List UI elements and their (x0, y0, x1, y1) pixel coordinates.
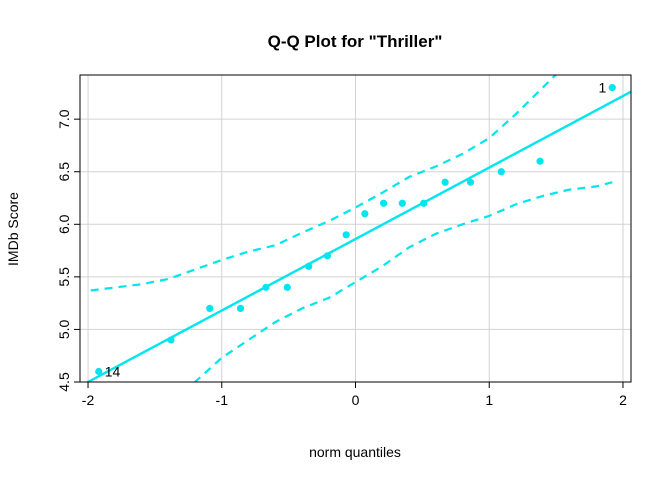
y-axis: 4.5 5.0 5.5 6.0 6.5 7.0 (56, 109, 81, 392)
data-point (466, 178, 475, 186)
y-tick-label: 6.5 (56, 162, 72, 182)
data-point (262, 283, 270, 291)
x-tick-label: 0 (352, 392, 360, 408)
y-tick-label: 7.0 (56, 109, 72, 129)
point-label-14: 14 (105, 363, 121, 379)
data-point (420, 199, 428, 207)
data-point (497, 168, 505, 176)
confidence-envelope (90, 75, 613, 382)
x-tick-label: -2 (82, 392, 95, 408)
data-points (95, 84, 616, 376)
data-point (536, 157, 544, 165)
data-point (206, 304, 214, 313)
grid (80, 75, 631, 382)
data-point (379, 199, 388, 207)
data-point (441, 178, 449, 186)
data-point (283, 283, 291, 291)
envelope-upper (90, 75, 558, 292)
data-point (323, 252, 332, 260)
y-tick-label: 6.0 (56, 214, 72, 234)
point-annotations: 1 14 (105, 80, 607, 380)
data-point (342, 231, 350, 239)
data-point (361, 210, 369, 218)
x-axis: -2 -1 0 1 2 (82, 381, 627, 408)
y-tick-label: 5.0 (56, 319, 72, 339)
y-tick-label: 4.5 (56, 372, 72, 392)
data-point (398, 199, 406, 207)
point-label-1: 1 (598, 80, 606, 96)
y-axis-title: IMDb Score (5, 192, 21, 266)
x-axis-title: norm quantiles (309, 444, 401, 460)
x-tick-label: 2 (619, 392, 627, 408)
x-tick-label: 1 (485, 392, 493, 408)
chart-title: Q-Q Plot for "Thriller" (268, 32, 443, 51)
data-point (167, 336, 175, 344)
data-point (305, 262, 313, 270)
y-tick-label: 5.5 (56, 267, 72, 287)
x-tick-label: -1 (216, 392, 229, 408)
data-point (608, 84, 616, 92)
data-point (95, 367, 103, 376)
envelope-lower (193, 181, 613, 382)
data-point (236, 304, 245, 313)
